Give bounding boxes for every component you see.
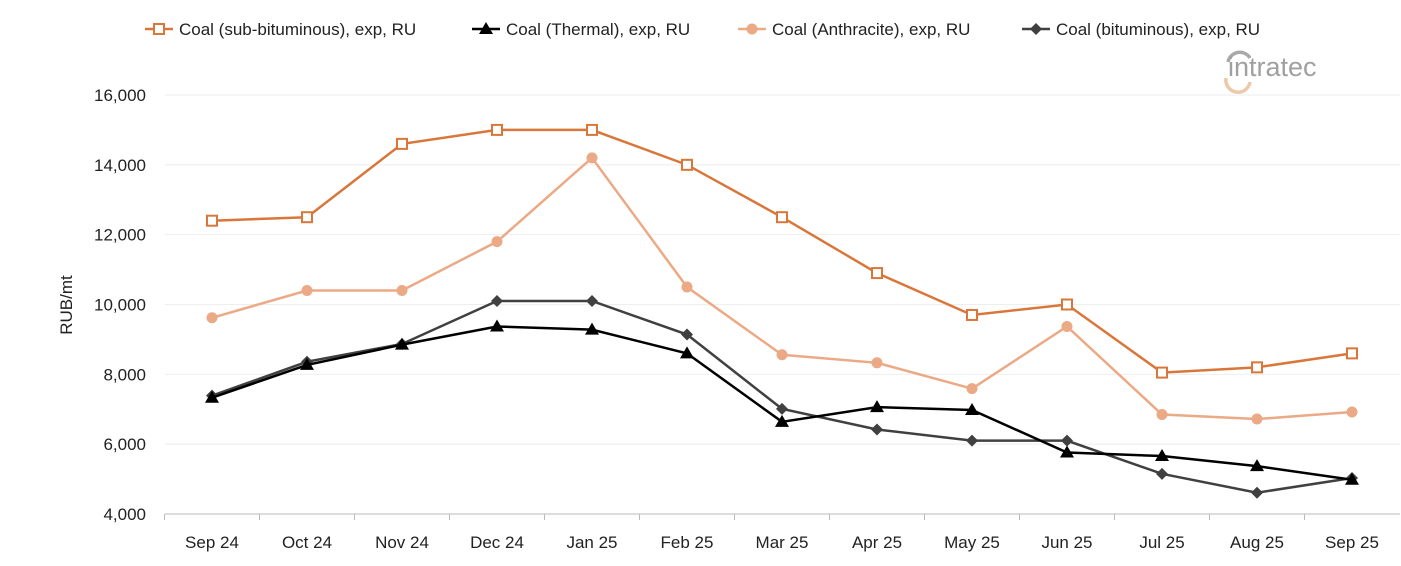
y-tick-label: 12,000 — [94, 226, 146, 245]
legend-label: Coal (bituminous), exp, RU — [1056, 20, 1260, 39]
legend-marker — [746, 23, 758, 35]
data-point — [681, 328, 693, 341]
data-point — [205, 390, 219, 403]
legend-item: Coal (Anthracite), exp, RU — [738, 20, 970, 39]
data-point — [1251, 361, 1263, 374]
x-tick-label: Apr 25 — [852, 533, 902, 552]
legend-item: Coal (Thermal), exp, RU — [472, 20, 690, 39]
data-point — [301, 285, 313, 297]
data-point — [1346, 406, 1358, 418]
data-point — [776, 402, 788, 415]
x-tick-label: Sep 25 — [1325, 533, 1379, 552]
y-tick-label: 16,000 — [94, 86, 146, 105]
data-point — [586, 295, 598, 308]
y-tick-label: 14,000 — [94, 156, 146, 175]
legend-item: Coal (bituminous), exp, RU — [1022, 20, 1260, 39]
data-point — [396, 285, 408, 297]
data-point — [1060, 445, 1074, 458]
series-2 — [206, 152, 1358, 425]
data-point — [1155, 449, 1169, 462]
data-point — [1346, 347, 1358, 360]
x-tick-label: May 25 — [944, 533, 1000, 552]
svg-text:intratec: intratec — [1228, 52, 1317, 82]
data-point — [870, 400, 884, 413]
x-tick-label: Nov 24 — [375, 533, 429, 552]
data-point — [490, 319, 504, 332]
y-tick-label: 8,000 — [103, 365, 146, 384]
data-point — [206, 312, 218, 324]
data-point — [871, 423, 883, 436]
legend-item: Coal (sub-bituminous), exp, RU — [145, 20, 416, 39]
data-point — [396, 137, 408, 150]
y-tick-label: 10,000 — [94, 296, 146, 315]
y-axis-label: RUB/mt — [57, 275, 76, 335]
intratec-logo: intratec — [1224, 50, 1317, 94]
legend-marker — [479, 22, 493, 34]
data-point — [871, 267, 883, 280]
data-point — [965, 402, 979, 415]
legend-marker — [153, 23, 165, 35]
series-0 — [206, 123, 1358, 379]
data-point — [966, 434, 978, 447]
data-point — [1251, 413, 1263, 425]
legend: Coal (sub-bituminous), exp, RU Coal (Ther… — [145, 20, 1260, 39]
data-point — [491, 295, 503, 308]
series-3 — [206, 295, 1358, 499]
y-axis: 4,000 6,000 8,000 10,000 12,000 14,000 16,000 — [94, 86, 146, 524]
data-point — [681, 281, 693, 293]
data-point — [966, 308, 978, 321]
data-point — [585, 322, 599, 335]
legend-marker — [1030, 23, 1042, 35]
data-point — [301, 211, 313, 224]
x-tick-label: Feb 25 — [661, 533, 714, 552]
data-point — [1156, 408, 1168, 420]
data-point — [1250, 459, 1264, 472]
x-tick-label: Jul 25 — [1139, 533, 1184, 552]
data-point — [586, 152, 598, 164]
data-point — [1061, 298, 1073, 311]
x-tick-label: Dec 24 — [470, 533, 524, 552]
data-point — [1251, 486, 1263, 499]
x-tick-label: Mar 25 — [756, 533, 809, 552]
data-point — [1061, 434, 1073, 447]
data-point — [681, 158, 693, 171]
legend-label: Coal (sub-bituminous), exp, RU — [179, 20, 416, 39]
series-line — [211, 299, 1353, 494]
data-point — [1061, 320, 1073, 332]
data-point — [966, 383, 978, 395]
data-point — [776, 211, 788, 224]
data-point — [491, 236, 503, 248]
data-point — [206, 214, 218, 227]
series-group — [205, 123, 1359, 499]
series-1 — [205, 319, 1359, 485]
legend-label: Coal (Anthracite), exp, RU — [772, 20, 970, 39]
data-point — [1345, 472, 1359, 485]
data-point — [300, 357, 314, 370]
gridlines — [165, 94, 1400, 445]
x-tick-label: Jan 25 — [566, 533, 617, 552]
y-tick-label: 4,000 — [103, 505, 146, 524]
data-point — [491, 123, 503, 136]
x-tick-label: Oct 24 — [282, 533, 332, 552]
data-point — [776, 349, 788, 361]
x-tick-label: Jun 25 — [1041, 533, 1092, 552]
data-point — [586, 123, 598, 136]
x-axis: Sep 24 Oct 24 Nov 24 Dec 24 Jan 25 Feb 25 Mar … — [164, 513, 1400, 552]
x-tick-label: Sep 24 — [185, 533, 239, 552]
data-point — [775, 414, 789, 427]
series-line — [211, 128, 1353, 374]
data-point — [1156, 467, 1168, 480]
x-tick-label: Aug 25 — [1230, 533, 1284, 552]
y-tick-label: 6,000 — [103, 435, 146, 454]
data-point — [395, 337, 409, 350]
series-line — [211, 156, 1353, 421]
data-point — [1156, 366, 1168, 379]
legend-label: Coal (Thermal), exp, RU — [506, 20, 690, 39]
data-point — [680, 346, 694, 359]
data-point — [871, 357, 883, 369]
